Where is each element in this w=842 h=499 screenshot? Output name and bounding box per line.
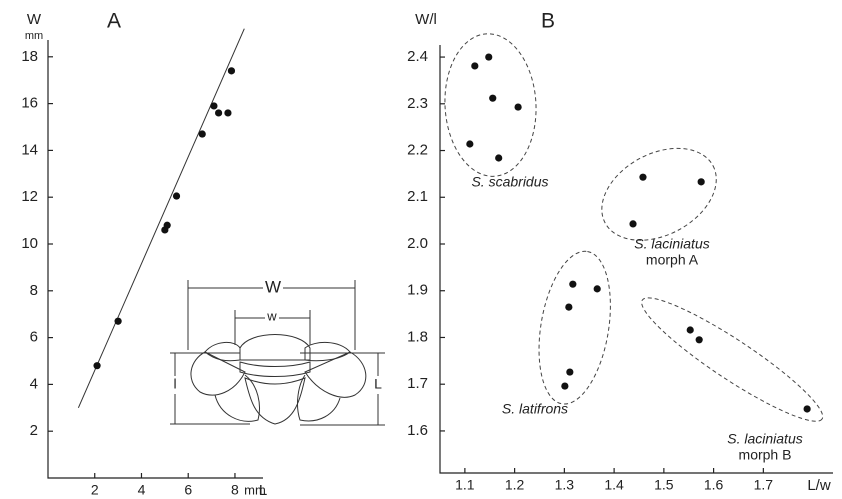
y-axis-label: W/l [415,11,437,28]
point [489,95,496,102]
point [224,109,231,116]
group-label: S. laciniatus [727,431,802,447]
point [639,174,646,181]
x-axis-label: L/w [807,477,831,494]
point [629,220,636,227]
x-tick-label: 1.2 [505,477,525,493]
y-tick-label: 2.4 [407,48,428,65]
y-tick-label: 2.2 [407,141,428,158]
point [466,140,473,147]
point [561,382,568,389]
point [173,192,180,199]
inset-drawing: W w l L [167,277,386,425]
y-tick-label: 18 [21,48,38,65]
y-tick-label: 1.9 [407,282,428,299]
y-tick-label: 2.0 [407,235,428,252]
group-label: S. scabridus [471,174,548,190]
inset-label: L [374,376,382,392]
group-label: S. latifrons [502,401,568,417]
axis [48,40,263,478]
y-tick-label: 2.1 [407,188,428,205]
point [199,130,206,137]
x-tick-label: 2 [91,482,99,498]
x-tick-label: 6 [184,482,192,498]
y-tick-label: 14 [21,141,38,158]
point [804,405,811,412]
fit-line [78,29,244,408]
y-tick-label: 16 [21,95,38,112]
y-tick-label: 4 [30,375,38,392]
x-tick-label: 1.7 [754,477,774,493]
point [515,103,522,110]
group-outline [631,284,832,436]
panel-title: B [541,10,555,33]
x-tick-label: 1.4 [604,477,624,493]
x-axis-label: L [259,482,267,499]
inset-label: W [265,277,281,296]
group-label: S. laciniatus [634,236,709,252]
point [210,102,217,109]
point [164,222,171,229]
x-tick-label: 1.6 [704,477,724,493]
panel-title: A [107,10,121,33]
y-tick-label: 8 [30,282,38,299]
y-tick-label: 1.7 [407,375,428,392]
point [565,303,572,310]
point [569,281,576,288]
group-outline [441,31,540,178]
point [687,326,694,333]
inset-label: l [173,376,176,392]
x-tick-label: 1.3 [555,477,575,493]
point [115,318,122,325]
y-unit: mm [25,30,43,42]
point [698,178,705,185]
y-tick-label: 12 [21,188,38,205]
point [228,67,235,74]
point [471,62,478,69]
y-tick-label: 2 [30,422,38,439]
x-tick-label: 1.1 [455,477,475,493]
y-tick-label: 1.6 [407,422,428,439]
point [215,109,222,116]
point [495,154,502,161]
point [696,336,703,343]
group-outline [529,246,621,409]
inset-label: w [266,308,277,323]
x-tick-label: 8 [231,482,239,498]
figure: W w l L 246810121416182468AWmmmmL1.61.71… [0,0,842,499]
group-morph: morph A [646,252,699,268]
y-tick-label: 1.8 [407,328,428,345]
point [485,53,492,60]
y-tick-label: 2.3 [407,95,428,112]
x-tick-label: 1.5 [654,477,674,493]
y-axis-label: W [27,11,42,28]
group-morph: morph B [739,447,792,463]
y-tick-label: 10 [21,235,38,252]
point [566,368,573,375]
y-tick-label: 6 [30,329,38,346]
point [594,285,601,292]
x-tick-label: 4 [138,482,146,498]
axis [440,45,833,473]
point [93,362,100,369]
